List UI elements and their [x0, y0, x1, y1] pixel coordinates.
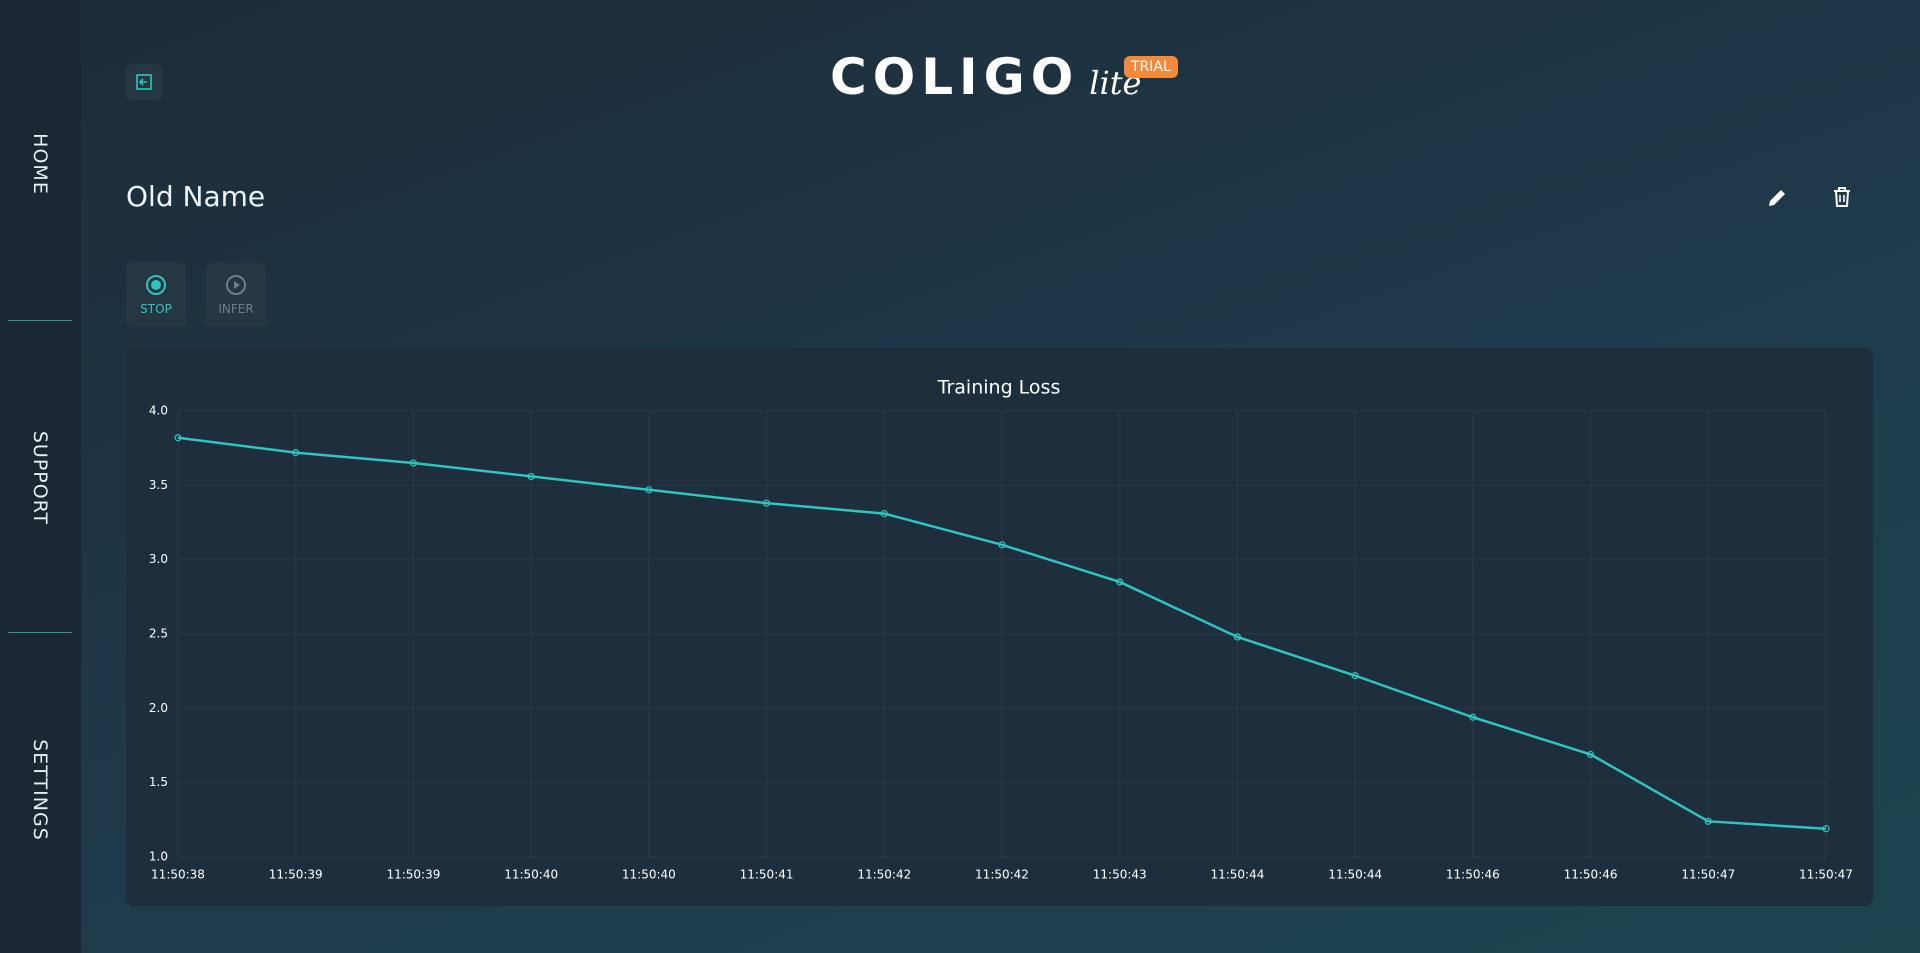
x-tick-label: 11:50:39 — [269, 868, 323, 882]
loss-point — [527, 472, 535, 481]
delete-button[interactable] — [1830, 185, 1854, 209]
brand: COLIGO lite — [830, 52, 1141, 102]
nav-separator — [8, 320, 72, 321]
sidebar: HOME SUPPORT SETTINGS — [0, 0, 81, 953]
infer-label: INFER — [218, 302, 254, 316]
chart-title: Training Loss — [937, 377, 1061, 399]
page-title: Old Name — [126, 180, 266, 213]
back-button[interactable] — [126, 64, 162, 100]
loss-point — [880, 509, 888, 518]
loss-point — [762, 499, 771, 507]
nav-support[interactable]: SUPPORT — [29, 430, 51, 526]
loss-point — [1116, 578, 1124, 586]
nav-home[interactable]: HOME — [29, 133, 51, 195]
x-tick-label: 11:50:39 — [386, 868, 440, 882]
chart-panel: Training Loss 1.0 1.5 2.0 2.5 3.0 3.5 4.0 11:50… — [126, 348, 1873, 906]
loss-point — [1822, 825, 1830, 833]
y-tick-label: 2.5 — [149, 627, 168, 641]
x-tick-label: 11:50:41 — [740, 868, 794, 882]
x-tick-label: 11:50:42 — [857, 868, 911, 882]
x-tick-label: 11:50:47 — [1799, 868, 1853, 882]
loss-point — [1586, 750, 1595, 759]
edit-button[interactable] — [1765, 186, 1789, 210]
stop-label: STOP — [140, 302, 172, 316]
chart: Training Loss 1.0 1.5 2.0 2.5 3.0 3.5 4.0 11:50… — [149, 377, 1853, 882]
infer-icon — [226, 275, 246, 295]
loss-point — [998, 541, 1006, 549]
x-tick-label: 11:50:38 — [151, 868, 205, 882]
loss-line — [177, 436, 1827, 831]
y-tick-label: 1.0 — [149, 850, 168, 864]
stop-button[interactable]: STOP — [126, 262, 186, 327]
x-tick-label: 11:50:40 — [504, 868, 558, 882]
nav-settings[interactable]: SETTINGS — [29, 739, 51, 841]
x-tick-label: 11:50:40 — [622, 868, 676, 882]
loss-point — [1233, 633, 1242, 641]
loss-point — [174, 434, 182, 442]
stop-icon — [146, 275, 166, 295]
y-tick-label: 1.5 — [149, 775, 168, 789]
y-tick-label: 2.0 — [149, 701, 168, 715]
y-tick-label: 3.0 — [149, 552, 168, 566]
y-tick-label: 3.5 — [149, 478, 168, 492]
x-tick-label: 11:50:46 — [1564, 868, 1618, 882]
loss-point — [1351, 672, 1359, 680]
x-tick-label: 11:50:44 — [1210, 868, 1264, 882]
brand-name: COLIGO — [830, 48, 1080, 106]
trial-badge: TRIAL — [1124, 56, 1178, 78]
loss-point — [645, 486, 653, 494]
x-tick-label: 11:50:44 — [1328, 868, 1382, 882]
loss-point — [409, 459, 418, 467]
y-tick-label: 4.0 — [149, 404, 168, 418]
loss-point — [292, 449, 300, 457]
x-tick-label: 11:50:47 — [1681, 868, 1735, 882]
x-tick-label: 11:50:42 — [975, 868, 1029, 882]
loss-point — [1704, 817, 1712, 825]
x-tick-label: 11:50:46 — [1446, 868, 1500, 882]
nav-separator — [8, 632, 72, 633]
infer-button[interactable]: INFER — [206, 262, 266, 327]
loss-point — [1469, 713, 1477, 721]
x-tick-label: 11:50:43 — [1093, 868, 1147, 882]
